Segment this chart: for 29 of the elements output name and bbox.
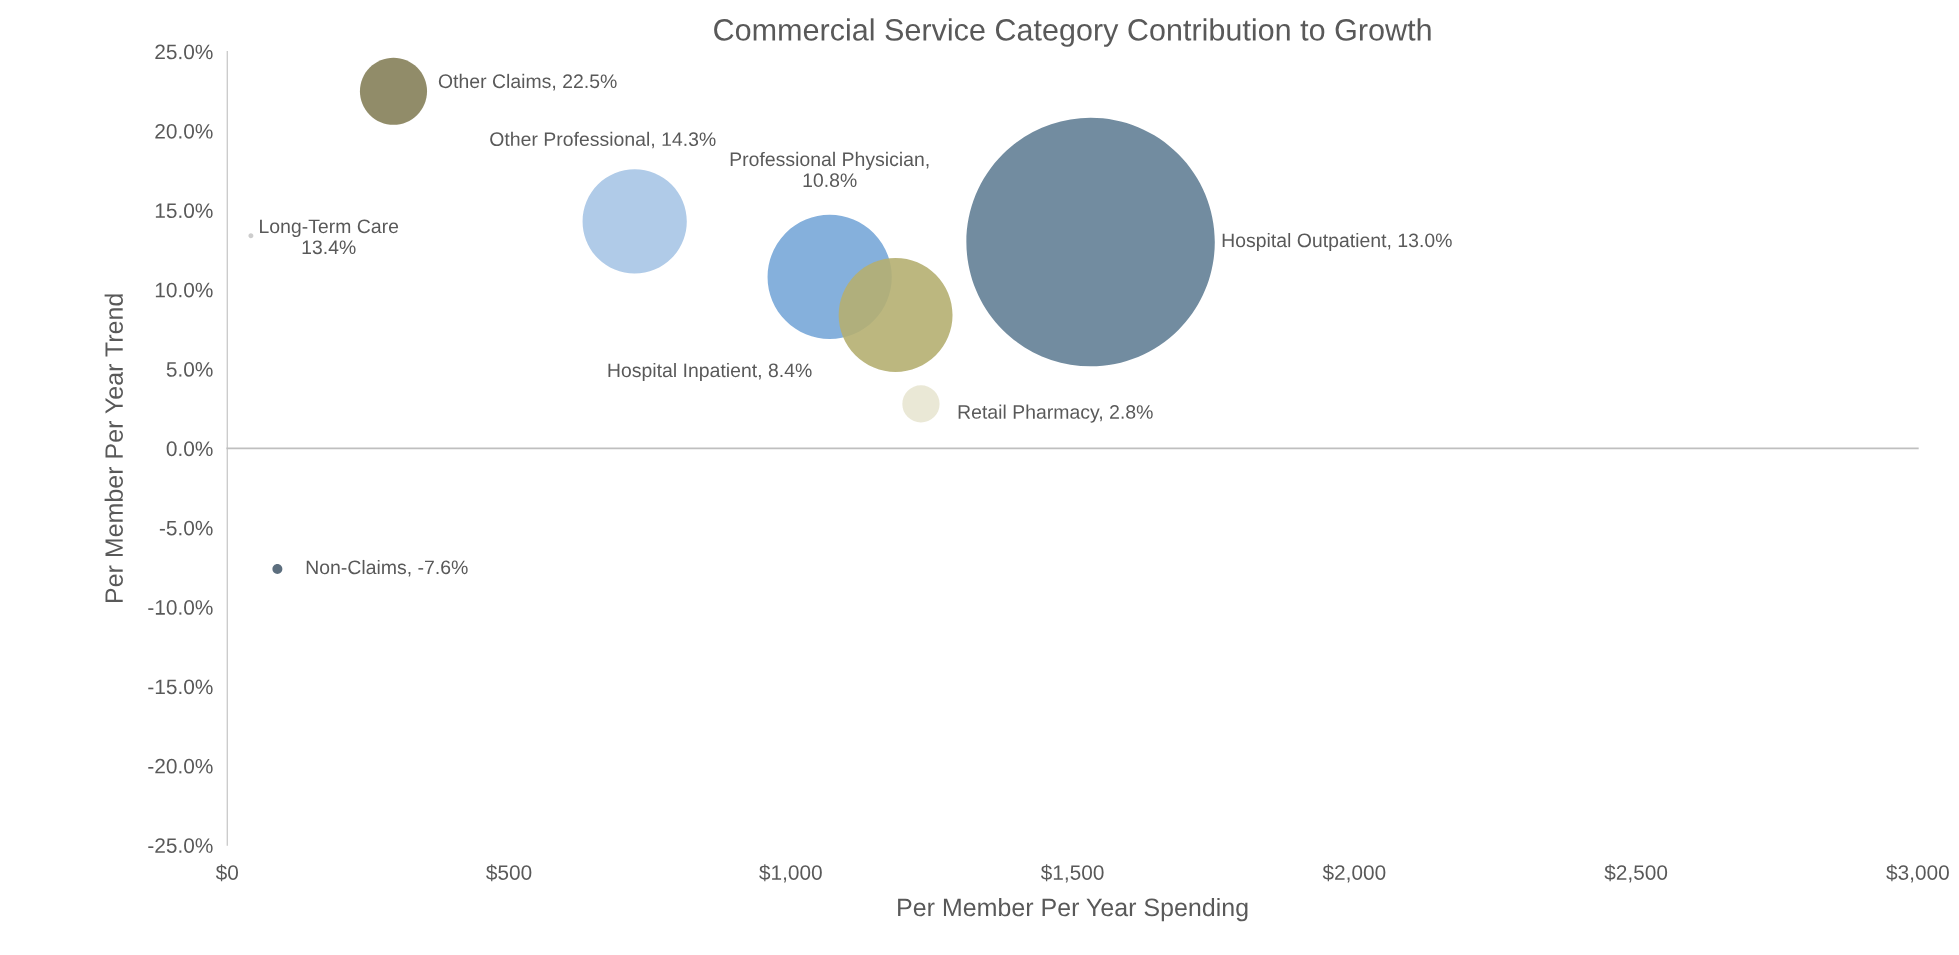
data-label: Long-Term Care 13.4% xyxy=(260,219,399,255)
x-tick-label: $1,500 xyxy=(1040,864,1104,883)
y-tick-label: -20.0% xyxy=(148,758,213,774)
x-tick-label: $1,000 xyxy=(759,864,822,883)
y-tick-label: -25.0% xyxy=(148,838,213,853)
x-tick-label: $2,000 xyxy=(1322,864,1386,883)
chart-title: Commercial Service Category Contribution to Growth xyxy=(714,18,1431,47)
data-label: Other Professional, 14.3% xyxy=(490,131,716,149)
x-axis-title: Per Member Per Year Spending xyxy=(898,897,1248,922)
y-tick-label: 15.0% xyxy=(155,203,213,219)
data-label: Non-Claims, -7.6% xyxy=(306,559,468,577)
y-tick-label: -15.0% xyxy=(148,679,213,695)
data-label: Other Claims, 22.5% xyxy=(438,73,617,91)
y-tick-label: 25.0% xyxy=(155,44,213,60)
data-label: Hospital Outpatient, 13.0% xyxy=(1222,232,1452,252)
y-tick-label: 5.0% xyxy=(166,362,213,377)
x-tick-label: $0 xyxy=(215,864,239,882)
y-tick-label: -10.0% xyxy=(148,600,213,615)
data-label: Professional Physician, 10.8% xyxy=(730,151,929,188)
x-tick-label: $3,000 xyxy=(1886,864,1949,883)
x-tick-label: $500 xyxy=(486,864,532,882)
y-tick-label: 20.0% xyxy=(155,123,213,139)
y-tick-label: 0.0% xyxy=(166,441,213,457)
data-label: Retail Pharmacy, 2.8% xyxy=(958,404,1153,423)
data-label: Hospital Inpatient, 8.4% xyxy=(608,362,812,382)
y-tick-label: 10.0% xyxy=(155,282,213,298)
y-axis-title: Per Member Per Year Trend xyxy=(104,294,123,602)
x-tick-label: $2,500 xyxy=(1604,864,1668,883)
y-tick-label: -5.0% xyxy=(159,520,213,536)
